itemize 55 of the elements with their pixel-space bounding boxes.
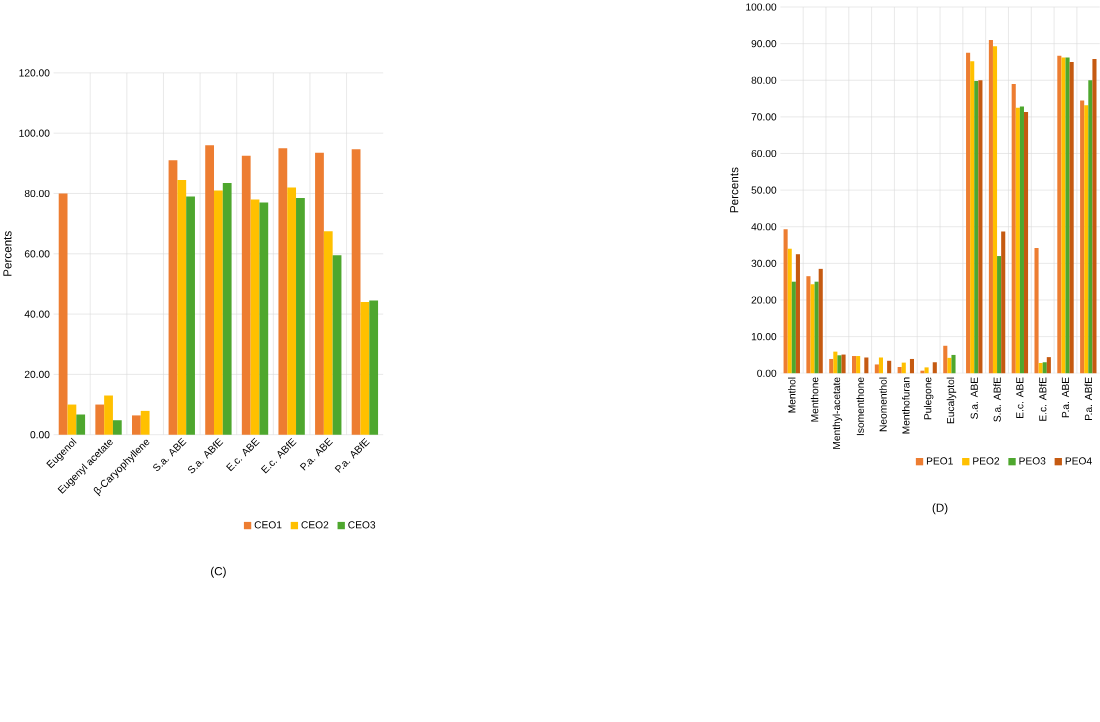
bar xyxy=(186,196,195,436)
bar xyxy=(909,359,915,374)
bar xyxy=(791,282,796,374)
bar xyxy=(315,153,324,436)
bar xyxy=(104,395,113,436)
bar xyxy=(296,198,305,436)
bar xyxy=(988,40,993,374)
bar xyxy=(1092,59,1097,374)
bar xyxy=(140,411,150,436)
bar xyxy=(323,231,333,436)
bar xyxy=(369,300,379,436)
bar xyxy=(1011,84,1016,374)
bar xyxy=(795,254,800,374)
bar xyxy=(360,302,370,436)
bar xyxy=(943,346,948,374)
bar xyxy=(1046,357,1051,374)
bar xyxy=(95,404,105,436)
bar xyxy=(874,364,879,374)
bar xyxy=(1084,105,1089,374)
bar xyxy=(887,361,892,374)
bar xyxy=(278,148,288,436)
bar xyxy=(222,183,232,436)
bar xyxy=(177,180,187,436)
bar xyxy=(970,61,975,374)
bar xyxy=(997,256,1002,374)
bar xyxy=(332,255,342,436)
bar xyxy=(67,404,77,436)
bar xyxy=(214,190,223,436)
bar xyxy=(205,145,214,436)
bar xyxy=(878,357,884,374)
bar xyxy=(287,187,297,436)
bar xyxy=(1001,231,1006,374)
bar xyxy=(829,359,834,374)
bar xyxy=(966,53,971,374)
bar xyxy=(1069,62,1074,374)
bar xyxy=(783,229,788,374)
bar xyxy=(112,420,122,436)
bar xyxy=(806,276,811,374)
bar xyxy=(168,160,178,436)
bar xyxy=(131,415,141,436)
bar xyxy=(787,249,792,374)
bar xyxy=(76,414,86,436)
bar xyxy=(1034,248,1039,374)
bar xyxy=(1023,112,1029,374)
bar xyxy=(241,156,251,436)
bar xyxy=(1088,80,1093,374)
bar xyxy=(864,357,869,374)
bar xyxy=(818,269,823,374)
bar xyxy=(250,199,260,436)
bar xyxy=(932,362,937,374)
bar xyxy=(1080,100,1085,374)
bar xyxy=(351,149,361,436)
bar xyxy=(259,202,269,436)
bar xyxy=(58,193,68,436)
bar xyxy=(992,46,998,374)
